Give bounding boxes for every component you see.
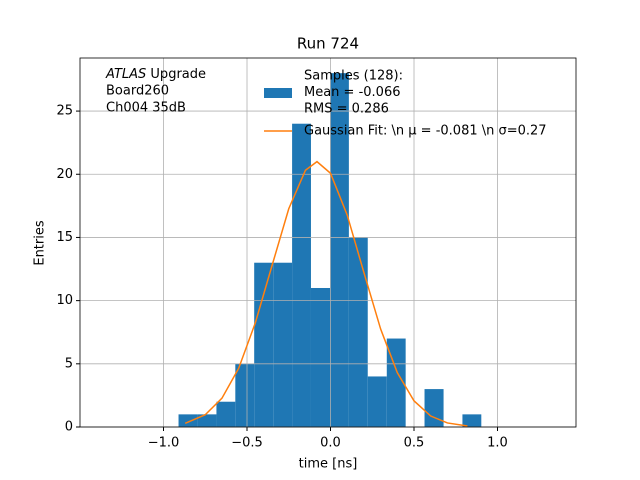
y-tick-label: 0 — [65, 420, 73, 435]
bar — [462, 414, 482, 427]
legend-label: Mean = -0.066 — [304, 85, 400, 100]
bar — [386, 338, 406, 427]
bar — [254, 262, 274, 427]
chart-title: Run 724 — [297, 35, 359, 53]
x-tick-label: −1.0 — [148, 436, 180, 451]
bar — [348, 237, 368, 427]
bar — [330, 73, 349, 428]
bar — [216, 401, 236, 427]
x-tick-label: −0.5 — [231, 436, 263, 451]
y-tick-label: 25 — [56, 104, 73, 119]
bar — [273, 262, 293, 427]
bar — [310, 287, 331, 427]
legend-label: Gaussian Fit: \n μ = -0.081 \n σ=0.27 — [304, 124, 547, 139]
bar — [424, 389, 444, 427]
bar — [197, 414, 217, 427]
annotation-line: Board260 — [106, 84, 169, 99]
y-tick-label: 15 — [56, 230, 73, 245]
bar — [235, 363, 255, 427]
annotation-emphasis: ATLAS — [105, 67, 146, 82]
y-tick-label: 10 — [56, 293, 73, 308]
y-tick-label: 20 — [56, 167, 73, 182]
x-axis-label: time [ns] — [299, 457, 358, 472]
x-tick-label: 0.5 — [404, 436, 425, 451]
bar — [178, 414, 198, 427]
x-tick-label: 0.0 — [320, 436, 341, 451]
annotation: ATLAS Upgrade — [105, 67, 206, 82]
legend-patch — [264, 88, 292, 98]
annotation-line: Upgrade — [150, 67, 206, 82]
y-tick-label: 5 — [65, 356, 73, 371]
legend-label: Samples (128): — [304, 69, 403, 84]
annotation-line: Ch004 35dB — [106, 101, 186, 116]
y-axis-label: Entries — [33, 220, 48, 266]
fit-curve — [184, 160, 468, 427]
bar — [367, 376, 387, 427]
x-tick-label: 1.0 — [487, 436, 508, 451]
plot-frame — [79, 57, 577, 428]
legend-label: RMS = 0.286 — [304, 102, 389, 117]
bar — [292, 123, 311, 427]
